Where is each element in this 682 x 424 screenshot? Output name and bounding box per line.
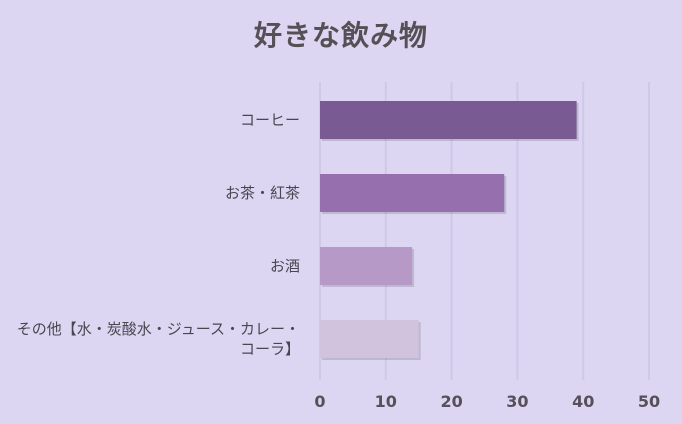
x-tick-label: 30: [506, 392, 528, 411]
category-label: お茶・紅茶: [225, 184, 300, 202]
x-tick-label: 40: [572, 392, 594, 411]
category-label: お酒: [270, 257, 300, 275]
bar-4: [320, 320, 419, 358]
x-tick-label: 50: [638, 392, 660, 411]
bars: [320, 101, 579, 360]
x-tick-label: 0: [314, 392, 325, 411]
bar-2: [320, 174, 505, 212]
x-tick-label: 20: [440, 392, 462, 411]
x-tick-label: 10: [375, 392, 397, 411]
category-label: コーヒー: [240, 111, 300, 129]
bar-3: [320, 247, 413, 285]
chart-title: 好きな飲み物: [253, 19, 428, 52]
x-tick-labels: 0 10 20 30 40 50: [314, 392, 660, 411]
bar-1: [320, 101, 577, 139]
category-label: その他【水・炭酸水・ジュース・カレー・: [17, 320, 300, 338]
category-label: コーラ】: [240, 340, 300, 358]
